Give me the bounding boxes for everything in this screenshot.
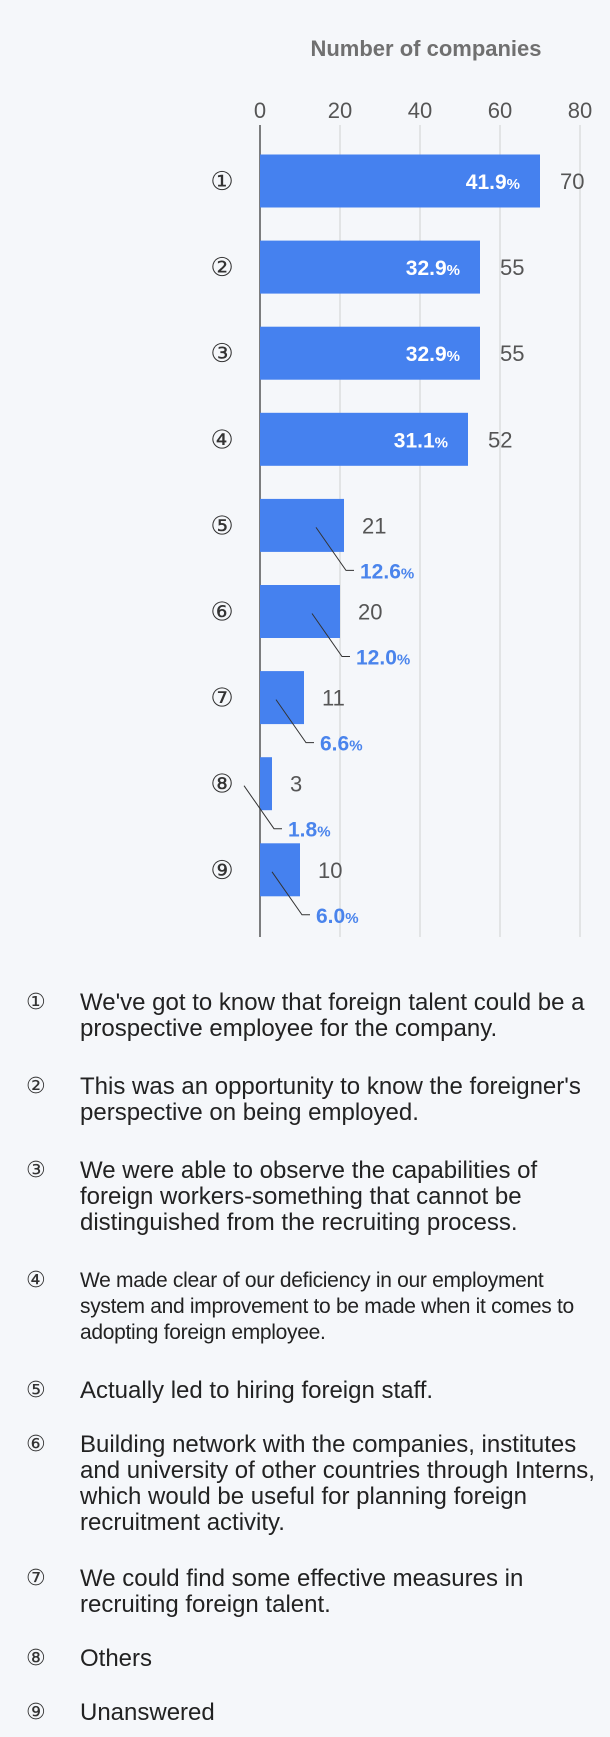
percent-unit: % [397, 652, 410, 669]
legend-text: We made clear of our deficiency in our e… [80, 1269, 574, 1344]
percent-value: 6.0 [316, 905, 345, 928]
legend-text: Actually led to hiring foreign staff. [80, 1377, 434, 1404]
x-axis-title: Number of companies [310, 36, 541, 61]
legend-text: We were able to observe the capabilities… [80, 1157, 538, 1236]
category-label: ⑦ [210, 684, 233, 714]
legend-number: ⑨ [26, 1700, 46, 1725]
legend-item: ③ We were able to observe the capabilitie… [26, 1158, 596, 1236]
legend-text: Others [80, 1645, 153, 1672]
x-tick-label: 0 [254, 98, 266, 123]
percent-unit: % [507, 176, 520, 193]
percent-label: 12.0% [356, 647, 410, 670]
x-tick-label: 40 [408, 98, 432, 123]
bar [260, 585, 340, 638]
bar [260, 671, 304, 725]
legend-text: This was an opportunity to know the fore… [80, 1073, 581, 1126]
percent-value: 12.0 [356, 647, 397, 670]
percent-unit: % [435, 434, 448, 451]
category-label: ④ [210, 425, 233, 455]
legend-number: ⑦ [26, 1566, 46, 1591]
percent-label: 1.8% [288, 819, 331, 842]
x-tick-label: 20 [328, 98, 352, 123]
percent-unit: % [447, 262, 460, 279]
value-label: 11 [322, 686, 345, 711]
percent-value: 1.8 [288, 819, 318, 842]
category-label: ⑤ [210, 511, 233, 541]
bar [260, 498, 344, 552]
percent-label: 32.9% [406, 257, 460, 280]
percent-label: 6.0% [316, 905, 359, 928]
legend-item: ① We've got to know that foreign talent c… [26, 990, 596, 1042]
legend-number: ⑤ [26, 1378, 46, 1403]
value-label: 52 [488, 427, 512, 452]
bar [260, 412, 468, 466]
legend-text: Unanswered [80, 1699, 215, 1726]
value-label: 70 [560, 169, 584, 194]
leader-line [311, 613, 350, 657]
percent-label: 41.9% [466, 171, 520, 194]
x-tick-label: 60 [488, 98, 512, 123]
percent-value: 32.9 [406, 257, 447, 280]
percent-unit: % [447, 348, 460, 365]
bar [260, 757, 272, 811]
bar-chart: Number of companies 0 20 40 60 80 ① 70 41.9% ② 5… [210, 36, 592, 937]
percent-value: 41.9 [466, 171, 507, 194]
category-label: ③ [210, 339, 233, 369]
legend-number: ② [26, 1074, 46, 1099]
legend-number: ④ [26, 1268, 46, 1293]
value-label: 55 [500, 255, 524, 280]
percent-unit: % [317, 824, 330, 841]
percent-label: 32.9% [406, 343, 460, 366]
category-label: ② [210, 253, 233, 283]
percent-value: 31.1 [394, 429, 435, 452]
chart-svg: Number of companies 0 20 40 60 80 ① 70 41.9% ② 5… [210, 36, 592, 937]
percent-unit: % [401, 565, 414, 582]
legend-number: ⑧ [26, 1646, 46, 1671]
leader-line [243, 785, 282, 830]
legend-item: ⑨ Unanswered [26, 1700, 596, 1726]
category-label: ⑧ [210, 770, 233, 800]
leader-line [315, 527, 354, 571]
legend-list: ① We've got to know that foreign talent c… [26, 990, 596, 1726]
category-label: ⑨ [210, 856, 233, 886]
percent-label: 31.1% [394, 429, 448, 452]
legend-item: ⑧ Others [26, 1646, 596, 1672]
percent-unit: % [349, 738, 362, 755]
percent-value: 6.6 [320, 733, 349, 756]
value-label: 20 [358, 600, 382, 625]
value-label: 21 [362, 513, 386, 538]
percent-value: 12.6 [360, 560, 401, 583]
bar [260, 240, 480, 294]
legend-number: ① [26, 990, 46, 1015]
legend-number: ⑥ [26, 1432, 46, 1457]
x-tick-label: 80 [568, 98, 592, 123]
category-label: ① [210, 167, 233, 197]
legend-item: ⑦ We could find some effective measures i… [26, 1566, 596, 1618]
legend-item: ④ We made clear of our deficiency in our … [26, 1268, 596, 1346]
bar [260, 154, 540, 208]
legend-item: ⑤ Actually led to hiring foreign staff. [26, 1378, 596, 1404]
legend-number: ③ [26, 1158, 46, 1183]
category-label: ⑥ [210, 598, 233, 628]
bar [260, 326, 480, 380]
leader-line [275, 699, 314, 744]
legend-text: We've got to know that foreign talent co… [80, 989, 585, 1042]
bar [260, 843, 300, 897]
value-label: 3 [290, 772, 302, 797]
bars [260, 154, 540, 897]
percent-label: 12.6% [360, 560, 414, 583]
data-labels: ① 70 41.9% ② 55 32.9% ③ 55 32.9% ④ 52 31.1% ⑤ 21 12.6%… [210, 167, 584, 928]
legend-text: Building network with the companies, ins… [80, 1431, 595, 1536]
leader-line [271, 871, 310, 916]
x-tick-labels: 0 20 40 60 80 [254, 98, 592, 123]
legend-item: ⑥ Building network with the companies, in… [26, 1432, 596, 1536]
value-label: 55 [500, 341, 524, 366]
percent-value: 32.9 [406, 343, 447, 366]
legend-text: We could find some effective measures in… [80, 1565, 524, 1618]
value-label: 10 [318, 858, 342, 883]
percent-label: 6.6% [320, 733, 363, 756]
legend-item: ② This was an opportunity to know the for… [26, 1074, 596, 1126]
percent-unit: % [345, 910, 358, 927]
